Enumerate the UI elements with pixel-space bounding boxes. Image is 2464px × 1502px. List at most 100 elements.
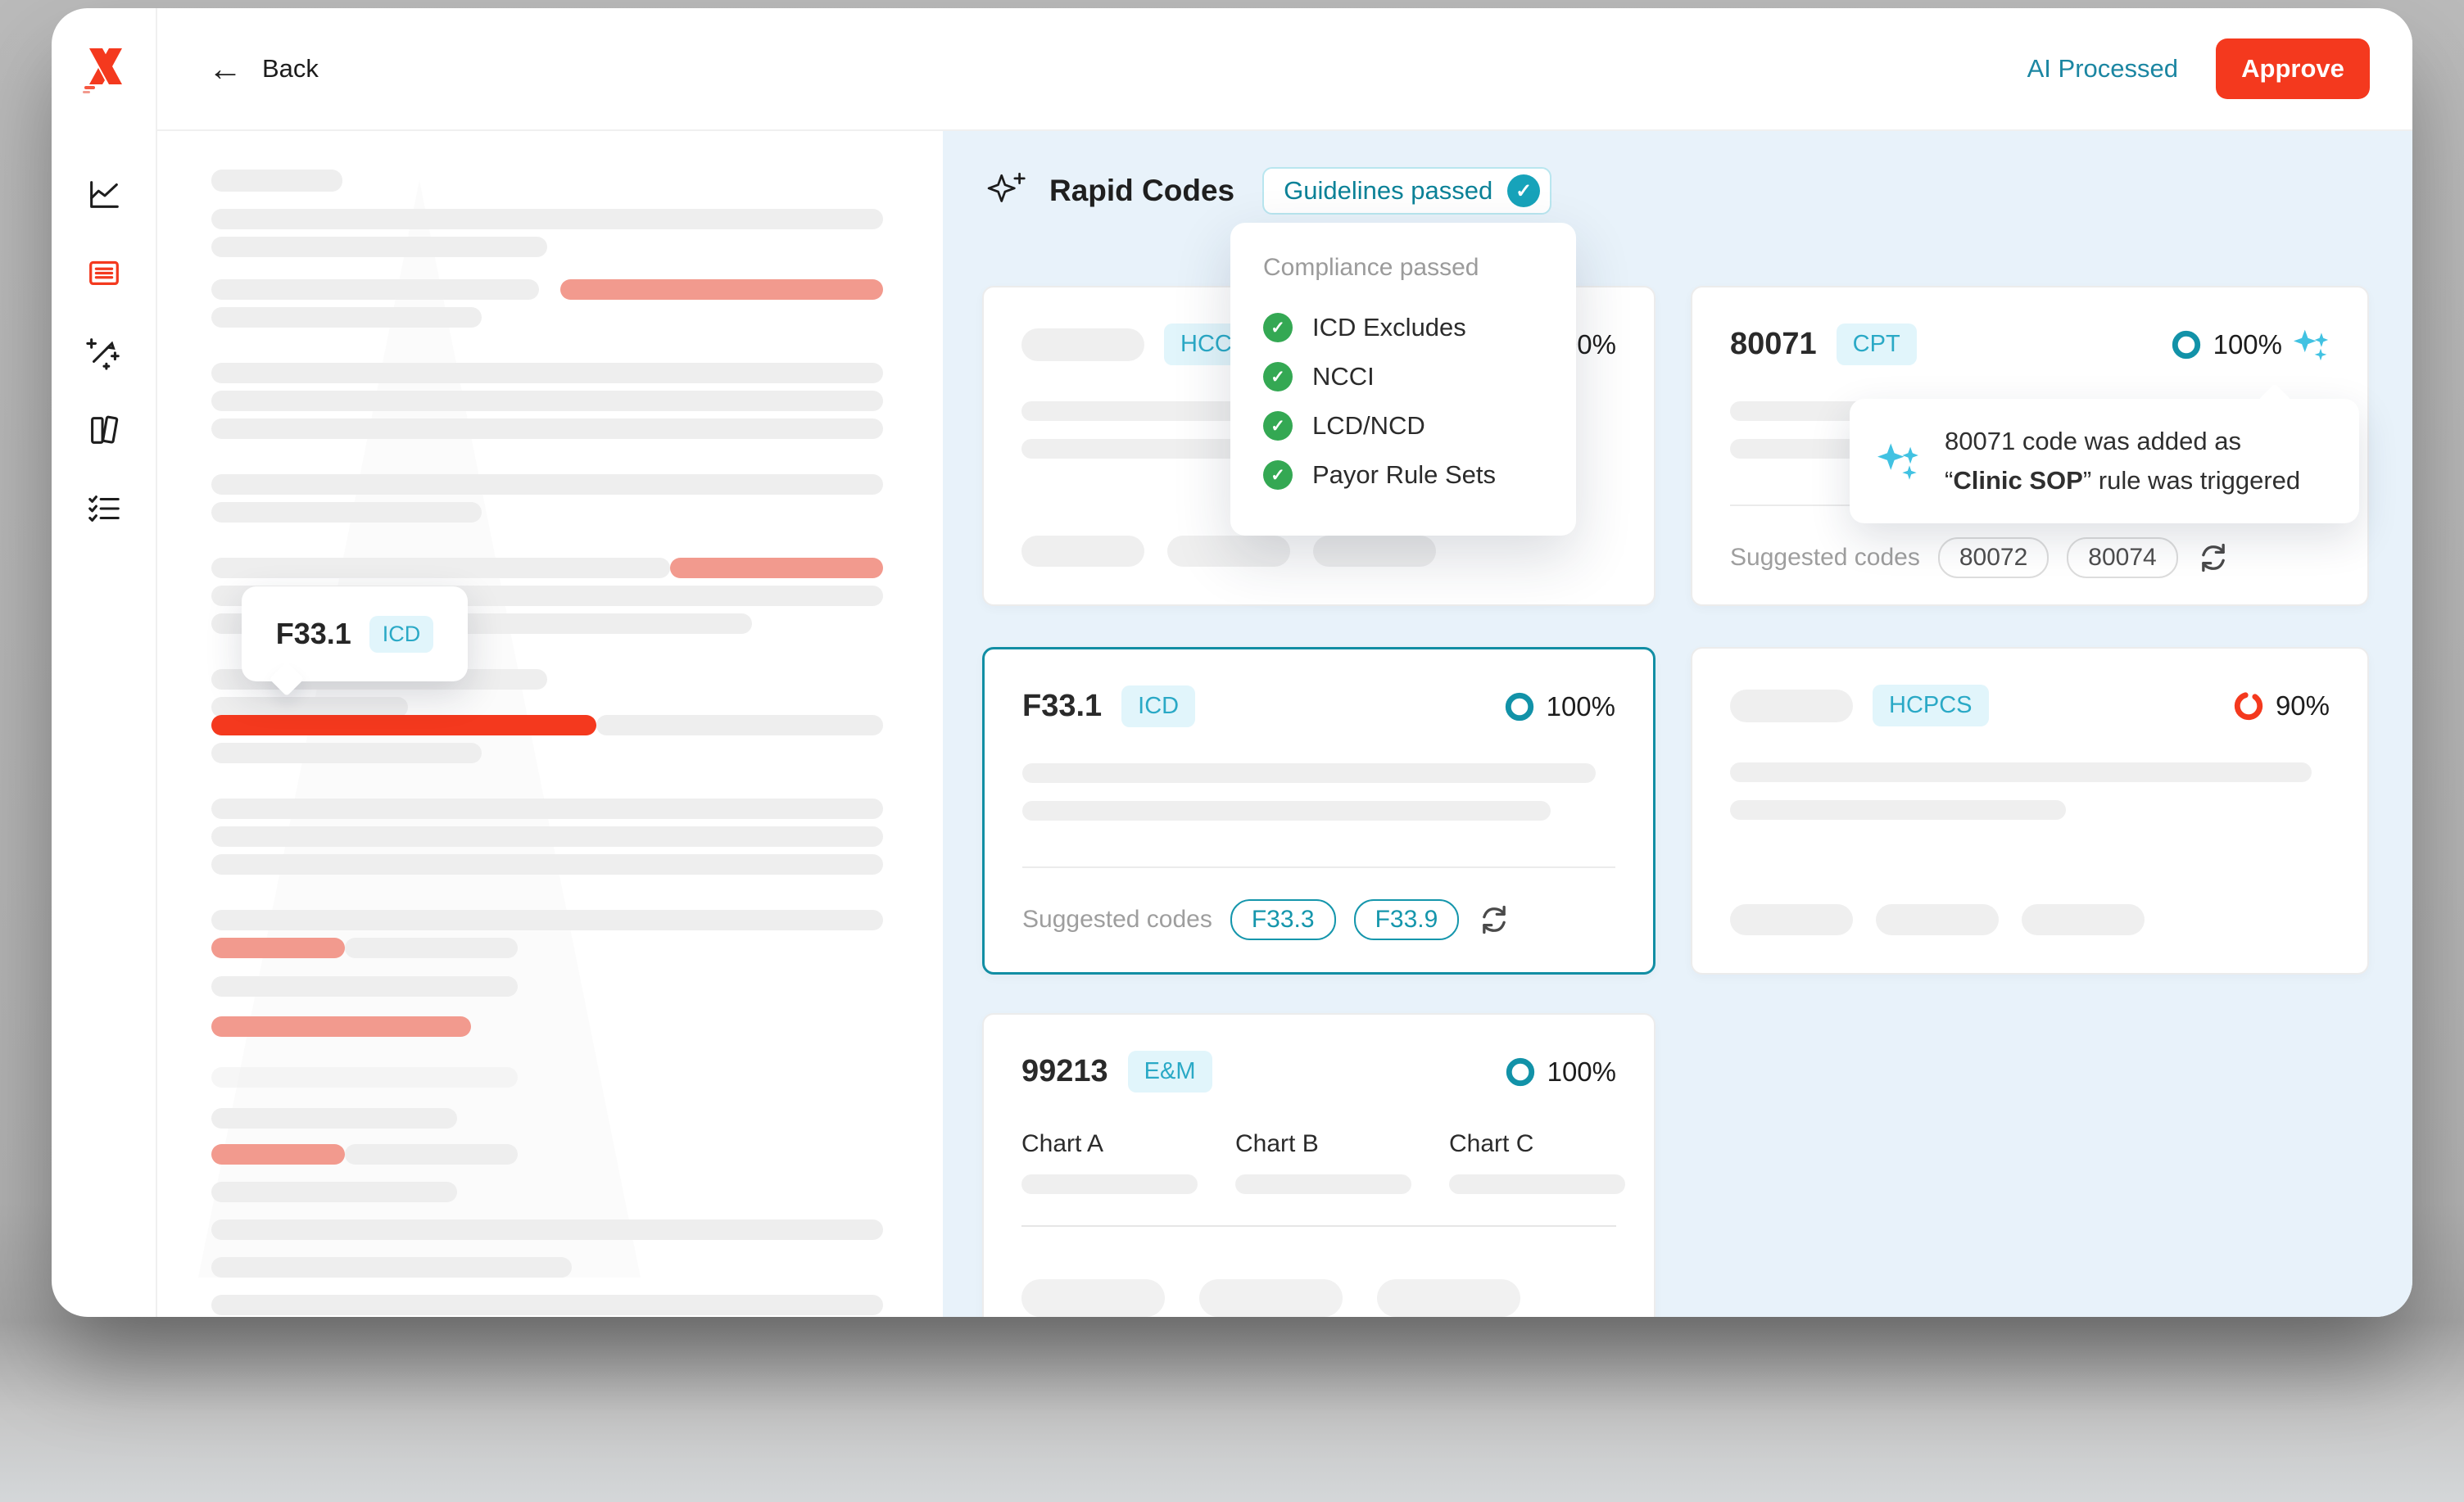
compliance-item-label: Payor Rule Sets [1312, 460, 1496, 489]
compliance-dropdown: Compliance passed ✓ ICD Excludes ✓ NCCI … [1230, 223, 1576, 536]
skeleton-line [211, 279, 539, 300]
compliance-item-lcd-ncd[interactable]: ✓ LCD/NCD [1230, 401, 1576, 450]
skeleton-line [211, 307, 482, 328]
confidence-value: 100% [1546, 690, 1615, 722]
green-check-icon: ✓ [1263, 411, 1293, 441]
skeleton-line [211, 1257, 572, 1278]
refresh-suggestions-button[interactable] [1477, 903, 1511, 937]
doc-tooltip-code: F33.1 [275, 617, 351, 650]
skeleton-pill [1449, 1174, 1625, 1194]
confidence-ring-icon [2172, 330, 2200, 359]
guidelines-badge[interactable]: Guidelines passed ✓ [1262, 167, 1552, 215]
sidebar-item-guidelines[interactable] [81, 411, 127, 449]
skeleton-pill [1021, 328, 1144, 361]
chart-column-label: Chart B [1235, 1130, 1319, 1157]
skeleton-line [1022, 801, 1551, 821]
doc-tooltip-badge: ICD [369, 615, 434, 653]
skeleton-row [211, 1295, 883, 1315]
highlighted-code-line [211, 715, 596, 735]
skeleton-line [596, 715, 883, 735]
code-card-f331-selected[interactable]: F33.1 ICD 100% [982, 647, 1656, 975]
suggested-codes-row: Suggested codes 80072 80074 [1730, 537, 2330, 578]
guidelines-check-icon: ✓ [1507, 174, 1541, 207]
skeleton-line [211, 799, 883, 819]
ai-rule-tooltip: 80071 code was added as “Clinic SOP” rul… [1850, 383, 2359, 523]
skeleton-line [345, 1144, 518, 1165]
skeleton-row [211, 826, 883, 847]
sidebar-item-autocode[interactable] [81, 333, 127, 370]
chart-columns: Chart A Chart B Chart C [1021, 1130, 1625, 1194]
compliance-item-icd-excludes[interactable]: ✓ ICD Excludes [1230, 303, 1576, 352]
skeleton-line [211, 1182, 457, 1202]
ai-sparkle-icon[interactable] [2294, 327, 2330, 363]
sidebar-item-tasks[interactable] [81, 490, 127, 527]
ai-tooltip-rule-name: Clinic SOP [1953, 466, 2083, 495]
suggested-code-pill[interactable]: 80072 [1937, 537, 2050, 578]
sidebar-item-document[interactable] [81, 254, 127, 292]
chart-column: Chart B [1235, 1130, 1411, 1194]
skeleton-row [211, 1219, 883, 1240]
skeleton-row [211, 170, 342, 192]
skeleton-row [211, 910, 883, 930]
skeleton-row [211, 743, 482, 763]
skeleton-row [211, 363, 883, 383]
skeleton-line [211, 418, 883, 439]
highlighted-skeleton-line [670, 558, 883, 578]
skeleton-lines [1022, 763, 1615, 821]
confidence-ring-icon [1506, 1057, 1534, 1086]
main-column: ← Back AI Processed Approve F33.1 ICD [157, 8, 2412, 1317]
code-card-hcpcs[interactable]: HCPCS 90% [1691, 647, 2369, 975]
green-check-icon: ✓ [1263, 460, 1293, 490]
suggested-codes-label: Suggested codes [1022, 906, 1212, 933]
skeleton-line [211, 474, 883, 495]
brand-x-logo [82, 48, 122, 93]
skeleton-pill [1167, 536, 1290, 567]
content-row: F33.1 ICD Rapid Codes Guidelines passed [157, 131, 2412, 1317]
skeleton-pills [1021, 536, 1436, 567]
skeleton-row [211, 1257, 572, 1278]
refresh-icon [2201, 543, 2225, 572]
ai-processed-link[interactable]: AI Processed [2027, 54, 2178, 83]
approve-button[interactable]: Approve [2216, 38, 2370, 99]
back-button[interactable]: ← Back [208, 52, 319, 86]
code-type-badge: E&M [1127, 1051, 1212, 1093]
skeleton-pill [1021, 1279, 1165, 1317]
skeleton-row [211, 715, 883, 735]
card-header: HCPCS 90% [1730, 685, 2330, 726]
page-title: Rapid Codes [1049, 174, 1235, 207]
skeleton-row [211, 1144, 518, 1165]
skeleton-line [211, 391, 883, 411]
chart-column-label: Chart C [1449, 1130, 1534, 1157]
skeleton-line [211, 910, 883, 930]
compliance-item-payor-rule-sets[interactable]: ✓ Payor Rule Sets [1230, 450, 1576, 500]
card-header: F33.1 ICD 100% [1022, 685, 1615, 727]
skeleton-row [211, 209, 883, 229]
sidebar-item-analytics[interactable] [81, 175, 127, 213]
confidence-value: 90% [2275, 690, 2330, 721]
confidence-ring-icon [1505, 692, 1533, 721]
sidebar [52, 8, 157, 1317]
ai-sparkle-icon [1877, 443, 1918, 480]
skeleton-pill [1730, 689, 1853, 722]
highlighted-skeleton-line [560, 279, 883, 300]
chart-column: Chart C [1449, 1130, 1625, 1194]
doc-code-tooltip: F33.1 ICD [242, 586, 468, 697]
skeleton-pills [1730, 904, 2145, 935]
refresh-suggestions-button[interactable] [2196, 541, 2231, 575]
green-check-icon: ✓ [1263, 362, 1293, 391]
tooltip-arrow-icon [269, 661, 305, 697]
code-card-80071[interactable]: 80071 CPT 100% [1691, 286, 2369, 606]
chart-column: Chart A [1021, 1130, 1198, 1194]
document-icon [88, 260, 119, 286]
suggested-code-pill[interactable]: 80074 [2067, 537, 2178, 578]
skeleton-pill [1313, 536, 1436, 567]
skeleton-line [211, 976, 518, 997]
code-card-99213[interactable]: 99213 E&M 100% Chart A [982, 1013, 1656, 1317]
ai-tooltip-quote: ” [2082, 466, 2092, 495]
suggested-code-pill[interactable]: F33.9 [1353, 899, 1460, 940]
line-chart-icon [89, 181, 119, 208]
suggested-code-pill[interactable]: F33.3 [1230, 899, 1336, 940]
compliance-item-ncci[interactable]: ✓ NCCI [1230, 352, 1576, 401]
skeleton-row [211, 1108, 457, 1129]
skeleton-line [1730, 762, 2312, 782]
